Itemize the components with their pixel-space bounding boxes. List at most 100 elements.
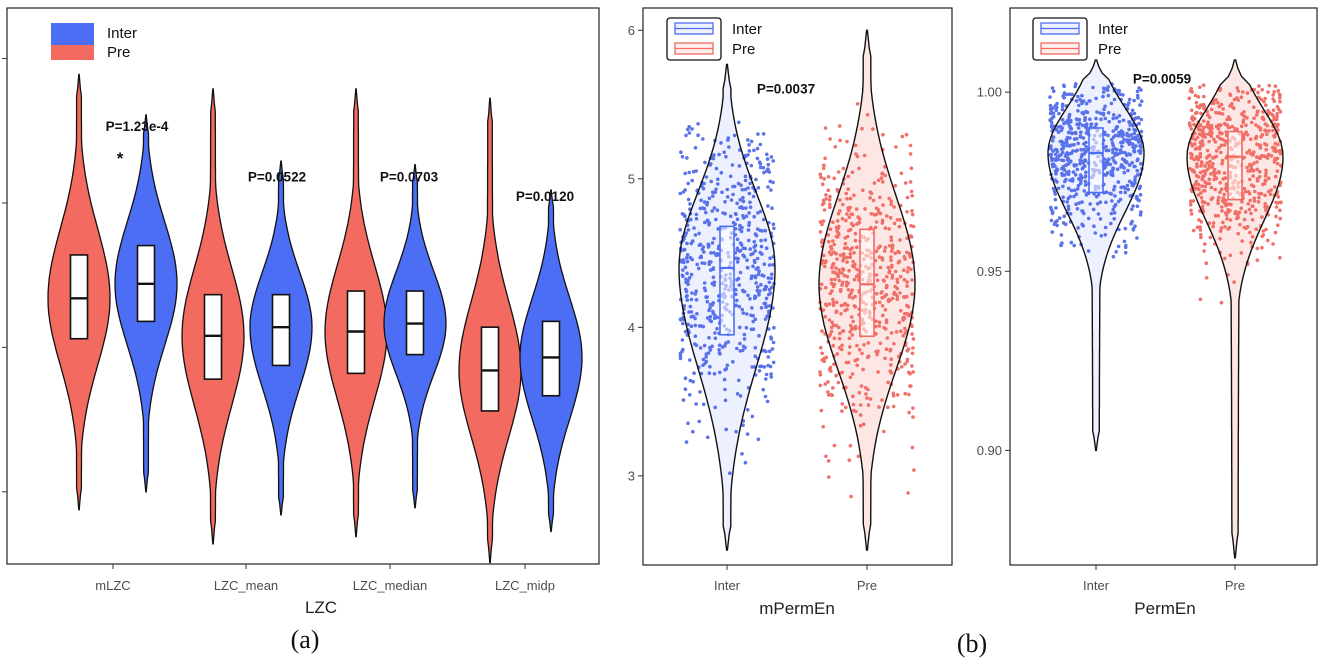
data-point bbox=[835, 300, 839, 305]
data-point bbox=[758, 142, 763, 147]
data-point bbox=[707, 371, 712, 376]
data-point bbox=[842, 252, 846, 257]
data-point bbox=[741, 311, 746, 315]
data-point bbox=[1067, 152, 1072, 156]
data-point bbox=[1257, 84, 1261, 88]
data-point bbox=[1197, 132, 1202, 136]
data-point bbox=[1206, 154, 1211, 158]
data-point bbox=[1207, 139, 1211, 144]
data-point bbox=[842, 273, 847, 278]
data-point bbox=[888, 215, 893, 220]
data-point bbox=[1083, 159, 1088, 163]
data-point bbox=[710, 303, 715, 307]
data-point bbox=[695, 262, 699, 267]
data-point bbox=[1099, 117, 1103, 122]
data-point bbox=[874, 249, 879, 254]
data-point bbox=[737, 283, 742, 287]
data-point bbox=[1139, 117, 1144, 122]
data-point bbox=[1259, 97, 1263, 102]
data-point bbox=[1127, 138, 1132, 142]
data-point bbox=[824, 259, 828, 263]
data-point bbox=[1055, 101, 1059, 106]
data-point bbox=[1065, 140, 1069, 145]
data-point bbox=[1242, 186, 1247, 191]
data-point bbox=[1277, 96, 1282, 100]
data-point bbox=[1075, 148, 1079, 153]
data-point bbox=[762, 301, 767, 306]
data-point bbox=[853, 358, 858, 363]
data-point bbox=[846, 288, 851, 292]
data-point bbox=[713, 336, 718, 341]
data-point bbox=[735, 217, 740, 221]
data-point bbox=[1139, 148, 1143, 153]
data-point bbox=[716, 182, 720, 186]
data-point bbox=[910, 278, 914, 282]
data-point bbox=[762, 262, 767, 267]
data-point bbox=[1263, 193, 1267, 198]
data-point bbox=[844, 405, 848, 410]
data-point bbox=[889, 357, 894, 362]
data-point bbox=[734, 429, 738, 434]
data-point bbox=[1104, 148, 1109, 153]
data-point bbox=[848, 330, 852, 334]
data-point bbox=[771, 263, 775, 267]
legend-swatch-inter bbox=[51, 23, 94, 45]
data-point bbox=[855, 363, 860, 368]
data-point bbox=[756, 132, 760, 136]
data-point bbox=[1210, 165, 1215, 169]
data-point bbox=[1054, 148, 1059, 152]
data-point bbox=[840, 280, 845, 285]
data-point bbox=[1212, 155, 1216, 160]
data-point bbox=[1094, 96, 1098, 101]
data-point bbox=[841, 267, 845, 271]
data-point bbox=[1223, 256, 1227, 261]
data-point bbox=[836, 212, 841, 216]
data-point bbox=[895, 218, 900, 222]
legend-label-inter: Inter bbox=[1098, 21, 1128, 38]
data-point bbox=[1079, 130, 1083, 134]
data-point bbox=[902, 254, 907, 259]
data-point bbox=[766, 162, 771, 167]
data-point bbox=[1133, 178, 1137, 182]
data-point bbox=[1193, 93, 1198, 98]
data-point bbox=[884, 318, 889, 323]
data-point bbox=[701, 363, 705, 368]
data-point bbox=[1202, 106, 1206, 111]
data-point bbox=[696, 133, 700, 137]
data-point bbox=[841, 258, 845, 263]
data-point bbox=[828, 202, 832, 207]
data-point bbox=[1221, 107, 1225, 111]
data-point bbox=[1270, 145, 1275, 150]
data-point bbox=[840, 343, 844, 348]
data-point bbox=[887, 227, 891, 231]
data-point bbox=[1251, 204, 1255, 208]
data-point bbox=[1133, 135, 1138, 140]
data-point bbox=[1137, 121, 1141, 126]
data-point bbox=[1223, 139, 1227, 143]
data-point bbox=[863, 207, 867, 211]
data-point bbox=[1253, 189, 1257, 194]
data-point bbox=[733, 227, 738, 231]
data-point bbox=[711, 156, 716, 161]
data-point bbox=[844, 218, 848, 223]
data-point bbox=[1135, 89, 1140, 94]
data-point bbox=[853, 324, 858, 329]
data-point bbox=[1104, 144, 1108, 149]
data-point bbox=[1193, 182, 1198, 186]
data-point bbox=[893, 269, 898, 274]
data-point bbox=[1078, 158, 1082, 162]
data-point bbox=[693, 342, 697, 346]
data-point bbox=[679, 150, 683, 154]
data-point bbox=[1250, 218, 1255, 222]
data-point bbox=[845, 274, 850, 279]
data-point bbox=[1065, 200, 1069, 204]
data-point bbox=[686, 228, 691, 232]
data-point bbox=[838, 289, 843, 294]
data-point bbox=[1115, 167, 1120, 171]
data-point bbox=[889, 202, 893, 207]
data-point bbox=[876, 349, 880, 354]
data-point bbox=[1228, 218, 1233, 222]
data-point bbox=[1092, 224, 1096, 228]
data-point bbox=[1106, 85, 1110, 89]
data-point bbox=[1231, 105, 1235, 110]
